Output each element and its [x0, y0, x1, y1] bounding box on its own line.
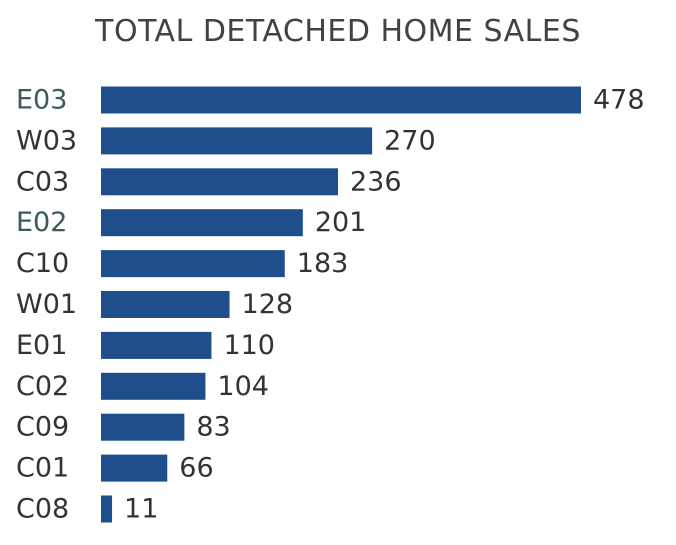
value-label-c08: 11	[124, 494, 158, 525]
category-label-e03: E03	[16, 85, 67, 116]
category-label-c08: C08	[16, 494, 69, 525]
bar-c03	[101, 168, 338, 196]
value-label-e02: 201	[315, 207, 367, 238]
value-label-c02: 104	[217, 371, 269, 402]
value-label-c09: 83	[196, 412, 230, 443]
bar-w03	[101, 127, 373, 155]
chart-title: TOTAL DETACHED HOME SALES	[95, 14, 581, 49]
category-label-c10: C10	[16, 248, 69, 279]
value-label-e03: 478	[593, 85, 645, 116]
category-label-c09: C09	[16, 412, 69, 443]
category-label-c03: C03	[16, 166, 69, 197]
category-label-c01: C01	[16, 453, 69, 484]
category-label-c02: C02	[16, 371, 69, 402]
bar-e03	[101, 86, 581, 114]
category-label-e01: E01	[16, 330, 67, 361]
value-label-w01: 128	[242, 289, 294, 320]
bar-c10	[101, 250, 285, 278]
value-label-w03: 270	[384, 125, 436, 156]
bar-w01	[101, 291, 230, 318]
category-label-w01: W01	[16, 289, 77, 320]
bar-e01	[101, 331, 212, 359]
category-label-e02: E02	[16, 207, 67, 238]
bar-e02	[101, 209, 303, 237]
category-label-w03: W03	[16, 125, 77, 156]
bar-c09	[101, 413, 185, 441]
value-label-c03: 236	[350, 166, 402, 197]
value-label-c10: 183	[297, 248, 349, 279]
bar-c01	[101, 454, 168, 482]
bar-c08	[101, 495, 113, 523]
value-label-e01: 110	[223, 330, 275, 361]
value-label-c01: 66	[179, 453, 213, 484]
bar-c02	[101, 372, 206, 400]
